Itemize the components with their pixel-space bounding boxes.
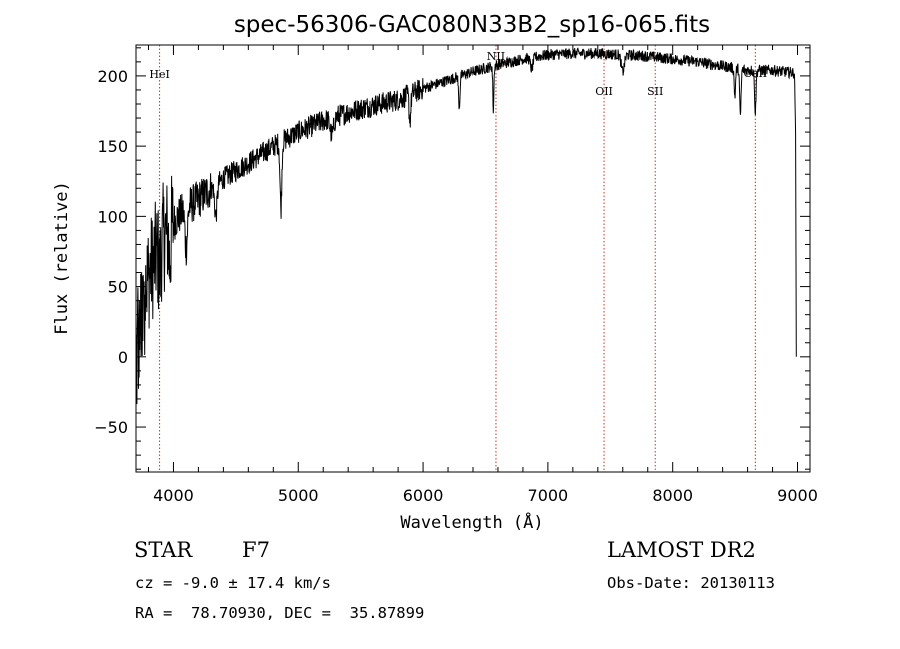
line-label: HeI [149,68,169,81]
y-tick-labels: −50 0 50 100 150 200 [94,67,128,437]
coordinates: RA = 78.70930, DEC = 35.87899 [135,604,425,622]
line-label: CaII [743,67,767,80]
spectrum-line [135,47,797,405]
x-tick-label: 6000 [403,486,444,505]
redshift-value: cz = -9.0 ± 17.4 km/s [135,574,331,592]
y-tick-label: 0 [118,348,128,367]
x-tick-labels: 4000 5000 6000 7000 8000 9000 [153,486,818,505]
survey-name: LAMOST DR2 [607,538,756,562]
x-tick-label: 9000 [777,486,818,505]
line-label: NII [487,50,505,63]
object-subclass: F7 [242,538,270,562]
x-axis-label: Wavelength (Å) [400,511,543,533]
line-label: OII [595,85,613,98]
plot-frame [135,44,811,473]
y-tick-label: 150 [97,137,128,156]
x-tick-label: 7000 [528,486,569,505]
axes [135,44,811,473]
object-class: STAR [134,538,193,562]
x-tick-label: 8000 [652,486,693,505]
y-tick-label: −50 [94,418,128,437]
chart-title: spec-56306-GAC080N33B2_sp16-065.fits [234,12,710,38]
observation-date: Obs-Date: 20130113 [607,574,775,592]
y-tick-label: 100 [97,207,128,226]
y-tick-label: 200 [97,67,128,86]
line-label: SII [647,85,663,98]
y-tick-label: 50 [108,278,128,297]
x-tick-label: 4000 [153,486,194,505]
y-axis-label: Flux (relative) [52,181,72,335]
line-labels: HeI NII OII SII CaII [149,50,767,98]
reference-lines [159,45,756,472]
x-tick-label: 5000 [278,486,319,505]
